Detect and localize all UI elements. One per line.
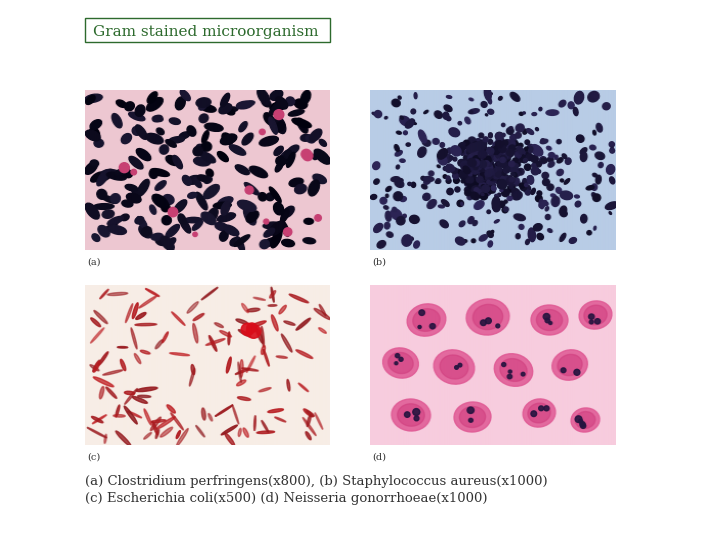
Bar bbox=[85, 18, 330, 42]
Text: (a) Clostridium perfringens(x800), (b) Staphylococcus aureus(x1000): (a) Clostridium perfringens(x800), (b) S… bbox=[85, 475, 548, 488]
Text: (a): (a) bbox=[87, 258, 101, 267]
Text: (d): (d) bbox=[372, 453, 386, 462]
Text: (c) Escherichia coli(x500) (d) Neisseria gonorrhoeae(x1000): (c) Escherichia coli(x500) (d) Neisseria… bbox=[85, 492, 487, 505]
Text: Gram stained microorganism: Gram stained microorganism bbox=[93, 25, 318, 39]
Text: (b): (b) bbox=[372, 258, 386, 267]
Text: (c): (c) bbox=[87, 453, 100, 462]
